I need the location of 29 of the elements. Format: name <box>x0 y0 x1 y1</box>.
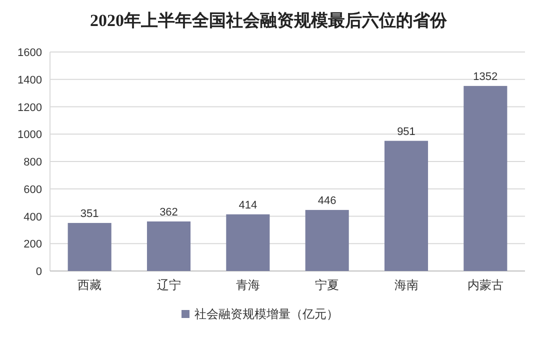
x-tick-label: 青海 <box>236 278 260 292</box>
bar <box>226 214 270 271</box>
data-label: 362 <box>160 206 178 218</box>
x-tick-label: 宁夏 <box>315 278 340 292</box>
y-tick-label: 200 <box>24 238 42 251</box>
x-tick-label: 西藏 <box>78 278 102 292</box>
y-tick-label: 1400 <box>18 74 42 86</box>
data-label: 414 <box>238 199 258 212</box>
y-tick-label: 800 <box>24 156 42 168</box>
y-tick-label: 1000 <box>18 129 42 142</box>
y-tick-label: 1600 <box>18 47 42 59</box>
x-tick-label: 海南 <box>394 278 418 292</box>
bar <box>305 210 349 271</box>
bar <box>68 222 112 271</box>
bar <box>146 221 191 271</box>
legend: 社会融资规模增量（亿元） <box>182 307 338 321</box>
chart-title: 2020年上半年全国社会融资规模最后六位的省份 <box>90 11 448 30</box>
data-label: 446 <box>318 194 336 207</box>
bar <box>464 86 508 271</box>
x-tick-label: 内蒙古 <box>467 278 504 292</box>
y-tick-label: 0 <box>36 266 42 278</box>
data-label: 1352 <box>473 70 498 83</box>
y-tick-label: 400 <box>24 211 42 224</box>
bar <box>384 140 428 271</box>
x-tick-label: 辽宁 <box>156 278 181 292</box>
y-tick-label: 1200 <box>18 102 42 114</box>
data-label: 351 <box>80 208 99 220</box>
data-label: 951 <box>397 126 416 138</box>
y-tick-label: 600 <box>24 184 42 196</box>
